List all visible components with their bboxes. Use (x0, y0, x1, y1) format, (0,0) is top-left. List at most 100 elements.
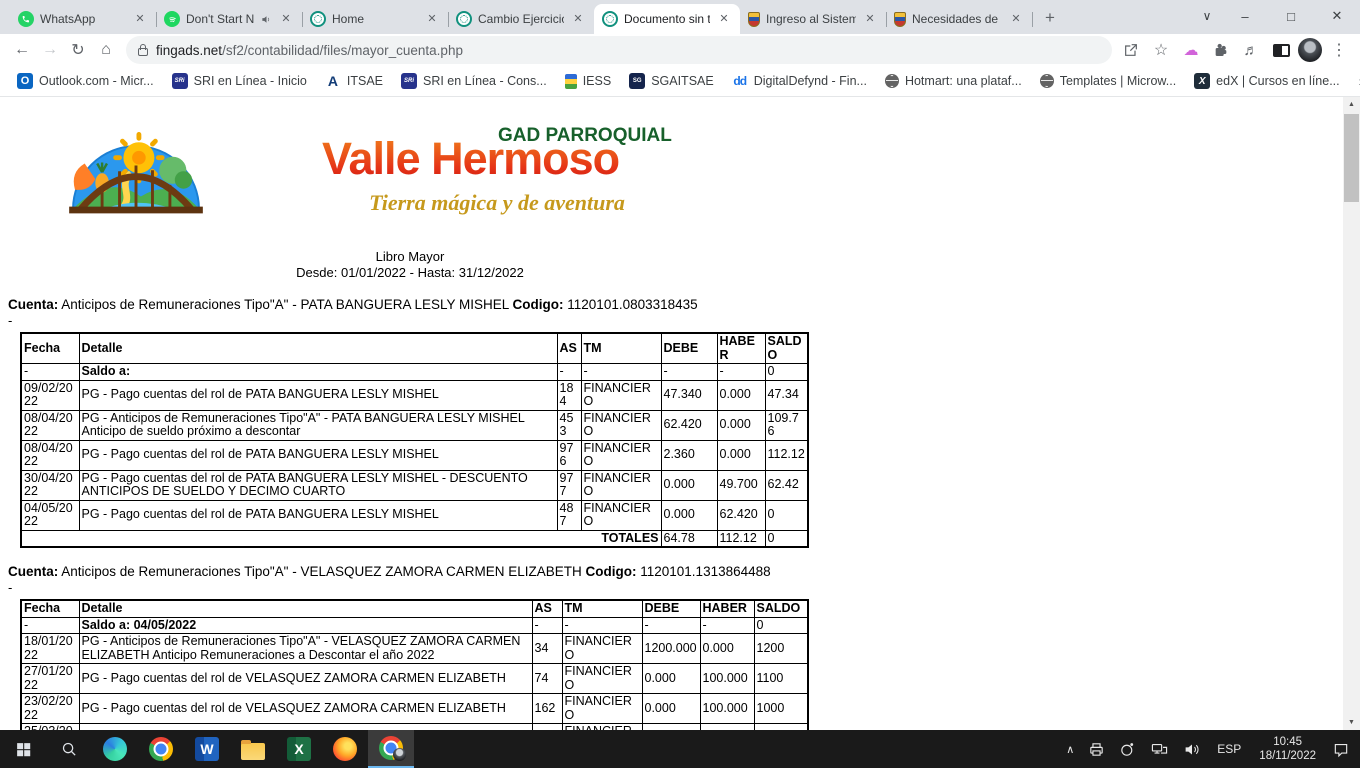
music-list-extension-icon[interactable]: ♬ (1243, 41, 1259, 59)
tray-expand-chevron[interactable]: ∧ (1066, 743, 1075, 756)
side-panel-icon[interactable] (1268, 36, 1294, 64)
bookmark-label: Templates | Microw... (1059, 74, 1177, 88)
taskbar-search-button[interactable] (46, 730, 92, 768)
taskbar-chrome-active-button[interactable] (368, 730, 414, 768)
tab-necesidades-de-c[interactable]: Necesidades de C ✕ (886, 4, 1033, 34)
minimize-button[interactable]: – (1241, 8, 1249, 24)
as-cell: - (556, 363, 582, 381)
taskbar-chrome-button[interactable] (138, 730, 184, 768)
tab-close-button[interactable]: ✕ (865, 13, 875, 25)
column-header-saldo: SALDO (764, 332, 809, 364)
tm-cell: - (561, 616, 643, 634)
extensions-puzzle-icon[interactable] (1208, 36, 1234, 64)
bookmark-digitaldefynd-fin[interactable]: dd DigitalDefynd - Fin... (725, 70, 874, 92)
reload-button[interactable]: ↻ (71, 42, 85, 59)
lock-icon[interactable] (138, 44, 148, 56)
tab-close-button[interactable]: ✕ (281, 13, 291, 25)
page-scrollbar[interactable]: ▲ ▼ (1343, 97, 1360, 730)
printer-tray-icon[interactable] (1082, 730, 1111, 768)
forward-button[interactable]: → (42, 41, 58, 58)
haber-cell: 0.000 (716, 409, 766, 441)
sri-bookmark-icon: SRi (401, 73, 417, 89)
cloud-extension-icon[interactable]: ☁ (1183, 42, 1199, 59)
share-icon[interactable] (1118, 36, 1144, 64)
tab-audio-icon[interactable] (261, 14, 272, 25)
tab-list-chevron-icon[interactable]: ∨ (1202, 9, 1212, 23)
bookmark-sri-en-l-nea-inicio[interactable]: SRi SRI en Línea - Inicio (165, 70, 314, 92)
network-tray-icon[interactable] (1144, 730, 1175, 768)
url-bar[interactable]: fingads.net/sf2/contabilidad/files/mayor… (126, 36, 1112, 64)
tab-ingreso-al-sistem[interactable]: Ingreso al Sistem ✕ (740, 4, 887, 34)
scroll-up-arrow[interactable]: ▲ (1348, 101, 1355, 108)
bookmark-label: IESS (582, 74, 612, 88)
column-header-saldo: SALDO (753, 599, 809, 618)
tm-cell: FINANCIERO (561, 663, 643, 694)
bookmark-hotmart-una-plataf[interactable]: Hotmart: una plataf... (878, 71, 1029, 91)
bookmark-outlook-com-micr[interactable]: O Outlook.com - Micr... (10, 70, 161, 92)
bookmark-label: Outlook.com - Micr... (39, 74, 154, 88)
whatsapp-favicon (18, 11, 34, 27)
taskbar-edge-button[interactable] (92, 730, 138, 768)
saldo-cell: 1200 (753, 633, 809, 664)
bookmarks-overflow-chevron[interactable]: » (1351, 73, 1360, 89)
profile-avatar[interactable] (1298, 38, 1322, 62)
tab-close-button[interactable]: ✕ (719, 13, 729, 25)
home-button[interactable]: ⌂ (101, 41, 111, 58)
ledger-row: 08/04/2022 PG - Pago cuentas del rol de P… (20, 439, 809, 471)
column-header-debe: DEBE (641, 599, 701, 618)
ledger-header-row: Fecha Detalle AS TM DEBE HABER SALDO (20, 332, 809, 364)
tm-cell: - (580, 363, 662, 381)
browser-tab-strip: WhatsApp ✕ Don't Start N ✕ Home ✕ Cambio Ejerc… (0, 0, 1360, 34)
close-window-button[interactable]: ✕ (1331, 8, 1343, 23)
bookmark-sgaitsae[interactable]: SG SGAITSAE (622, 70, 721, 92)
bookmark-templates-microw[interactable]: Templates | Microw... (1033, 71, 1183, 91)
debe-cell: - (641, 616, 701, 634)
volume-tray-icon[interactable] (1177, 730, 1207, 768)
tab-don-t-start-n[interactable]: Don't Start N ✕ (156, 4, 303, 34)
language-indicator[interactable]: ESP (1217, 742, 1242, 756)
scroll-down-arrow[interactable]: ▼ (1348, 719, 1355, 726)
bookmark-star-icon[interactable]: ☆ (1153, 42, 1169, 59)
column-header-haber: HABER (699, 599, 755, 618)
as-cell: - (531, 616, 563, 634)
haber-cell: - (699, 616, 755, 634)
bookmark-iess[interactable]: IESS (558, 71, 619, 92)
clock[interactable]: 10:45 18/11/2022 (1251, 730, 1324, 768)
back-button[interactable]: ← (14, 41, 30, 58)
tab-documento-sin-t[interactable]: Documento sin tí ✕ (594, 4, 740, 34)
as-cell: 162 (531, 693, 563, 724)
tab-cambio-ejercicio[interactable]: Cambio Ejercicio ✕ (448, 4, 594, 34)
action-center-icon[interactable] (1326, 730, 1356, 768)
totals-label-cell: TOTALES (20, 529, 662, 548)
fecha-cell: 23/02/2022 (20, 693, 80, 724)
cuenta-line: Cuenta: Anticipos de Remuneraciones Tipo… (8, 297, 698, 312)
maximize-button[interactable]: □ (1287, 8, 1295, 24)
bookmark-itsae[interactable]: A ITSAE (318, 70, 390, 92)
browser-menu-icon[interactable]: ⋮ (1331, 42, 1347, 59)
totals-row: TOTALES 64.78 112.12 0 (20, 529, 809, 548)
tab-close-button[interactable]: ✕ (573, 13, 583, 25)
as-cell: 976 (556, 439, 582, 471)
taskbar-firefox-button[interactable] (322, 730, 368, 768)
screen-record-tray-icon[interactable] (1113, 730, 1142, 768)
taskbar-excel-button[interactable]: X (276, 730, 322, 768)
clock-date: 18/11/2022 (1259, 750, 1316, 762)
taskbar-word-button[interactable]: W (184, 730, 230, 768)
detalle-cell: PG - Anticipos de Remuneraciones Tipo"A"… (78, 409, 558, 441)
page-header: GAD PARROQUIAL Valle Hermoso Tierra mági… (0, 117, 1343, 245)
tab-whatsapp[interactable]: WhatsApp ✕ (10, 4, 157, 34)
new-tab-button[interactable]: + (1045, 8, 1055, 27)
tab-close-button[interactable]: ✕ (427, 13, 437, 25)
bookmark-sri-en-l-nea-cons[interactable]: SRi SRI en Línea - Cons... (394, 70, 554, 92)
tab-close-button[interactable]: ✕ (135, 13, 145, 25)
totals-saldo-cell: 0 (764, 529, 809, 548)
tab-title: WhatsApp (40, 12, 96, 26)
scrollbar-thumb[interactable] (1344, 114, 1359, 202)
edge-icon (103, 737, 127, 761)
tab-home[interactable]: Home ✕ (302, 4, 449, 34)
tab-close-button[interactable]: ✕ (1011, 13, 1021, 25)
spotify-favicon (164, 11, 180, 27)
taskbar-explorer-button[interactable] (230, 730, 276, 768)
taskbar-start-button[interactable] (0, 730, 46, 768)
